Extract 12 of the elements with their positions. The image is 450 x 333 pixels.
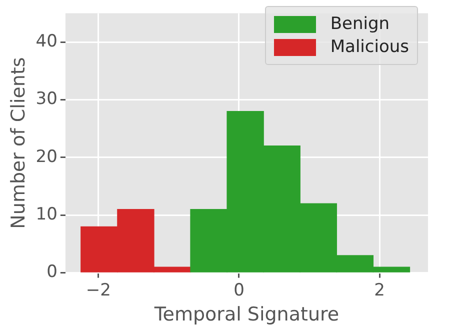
legend-label: Benign xyxy=(330,14,390,34)
x-axis-title: Temporal Signature xyxy=(153,304,340,326)
y-tick-label: 40 xyxy=(36,31,58,52)
x-tick-label: −2 xyxy=(86,280,111,300)
y-tick-label: 10 xyxy=(36,204,58,225)
y-tick-label: 30 xyxy=(36,89,58,110)
x-tick-label: 2 xyxy=(374,280,385,300)
y-tick-label: 20 xyxy=(36,146,58,167)
x-tick-label: 0 xyxy=(234,280,244,300)
y-axis-title: Number of Clients xyxy=(7,57,30,229)
y-tick-label: 0 xyxy=(46,262,58,282)
legend-label: Malicious xyxy=(330,37,409,57)
